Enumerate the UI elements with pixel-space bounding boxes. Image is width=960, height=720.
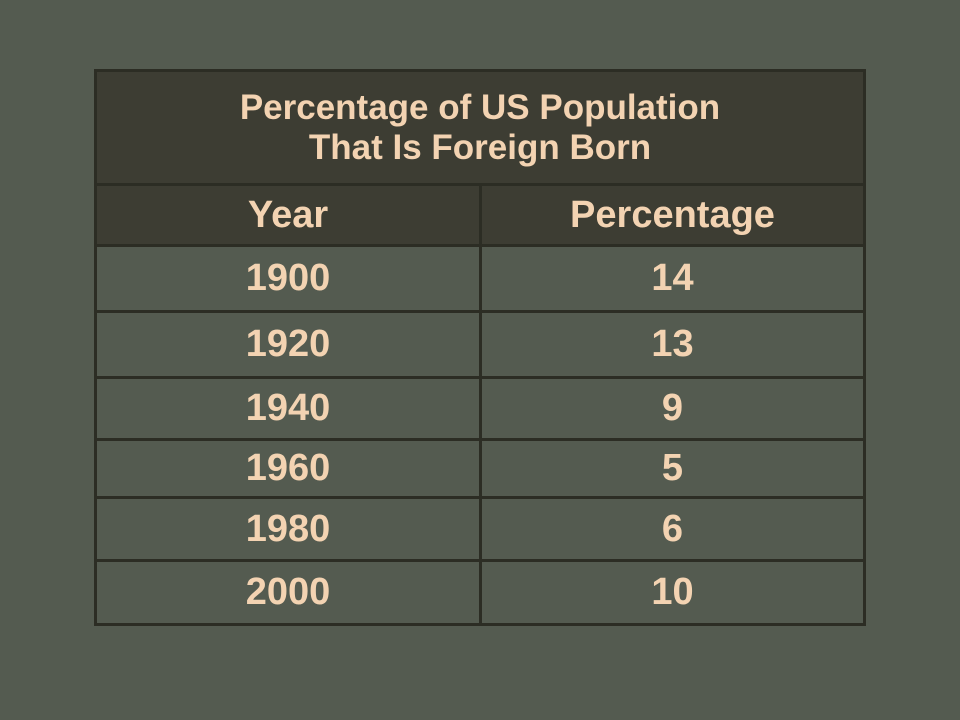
table-title-line-1: Percentage of US Population bbox=[239, 87, 721, 127]
table-cell-year: 1940 bbox=[97, 379, 479, 438]
table-cell-year: 1920 bbox=[97, 313, 479, 376]
column-header-percentage: Percentage bbox=[482, 186, 863, 244]
table-cell-percentage: 10 bbox=[482, 562, 863, 623]
column-header-year: Year bbox=[97, 186, 479, 244]
table-title-line-2: That Is Foreign Born bbox=[308, 127, 652, 167]
table-cell-percentage: 14 bbox=[482, 247, 863, 310]
table-cell-percentage: 13 bbox=[482, 313, 863, 376]
table-title: Percentage of US Population That Is Fore… bbox=[97, 72, 863, 183]
table-cell-percentage: 5 bbox=[482, 441, 863, 496]
table-cell-year: 1980 bbox=[97, 499, 479, 559]
table-cell-year: 1900 bbox=[97, 247, 479, 310]
table-cell-year: 1960 bbox=[97, 441, 479, 496]
table-cell-year: 2000 bbox=[97, 562, 479, 623]
table-cell-percentage: 6 bbox=[482, 499, 863, 559]
data-table: Percentage of US Population That Is Fore… bbox=[94, 69, 866, 626]
table-cell-percentage: 9 bbox=[482, 379, 863, 438]
